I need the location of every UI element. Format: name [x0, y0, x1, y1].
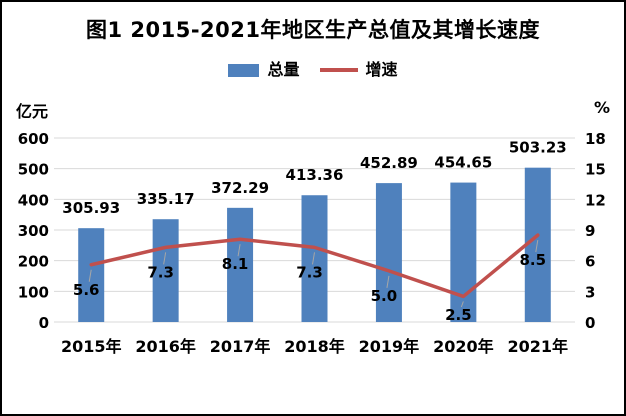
bar [450, 182, 477, 322]
x-axis-label: 2019年 [359, 337, 420, 356]
bar [227, 207, 254, 322]
bar-value-label: 305.93 [62, 199, 120, 217]
legend-line-swatch-icon [319, 68, 358, 72]
right-axis-tick: 6 [585, 253, 595, 271]
label-leader-line [163, 252, 167, 265]
x-axis-label: 2020年 [433, 337, 494, 356]
line-value-label: 5.0 [371, 287, 398, 305]
left-axis-tick: 400 [18, 191, 49, 209]
legend-bar-swatch-icon [228, 63, 260, 77]
line-value-label: 8.5 [519, 251, 546, 269]
left-axis-tick: 600 [18, 130, 49, 148]
bar [301, 195, 328, 322]
line-value-label: 8.1 [222, 255, 249, 273]
label-leader-line [237, 244, 241, 257]
line-value-label: 5.6 [73, 281, 100, 299]
left-axis-tick: 100 [18, 283, 49, 301]
right-axis-tick: 15 [585, 161, 606, 179]
bar-value-label: 413.36 [286, 166, 344, 184]
left-axis-tick: 300 [18, 222, 49, 240]
label-leader-line [312, 252, 315, 265]
label-leader-line [386, 275, 390, 288]
legend: 总量 增速 [2, 60, 624, 80]
line-value-label: 7.3 [147, 263, 174, 281]
x-axis-label: 2018年 [284, 337, 345, 356]
chart-title: 图1 2015-2021年地区生产总值及其增长速度 [85, 18, 541, 42]
growth-line [89, 233, 540, 299]
x-axis-label: 2021年 [508, 337, 569, 356]
x-axis-label: 2017年 [210, 337, 271, 356]
right-axis-tick: 12 [585, 191, 606, 209]
right-axis-tick: 9 [585, 222, 595, 240]
bar-value-label: 372.29 [211, 179, 269, 197]
bar-value-label: 452.89 [360, 154, 418, 172]
left-axis-unit: 亿元 [16, 102, 49, 121]
label-leader-line [88, 269, 92, 282]
bar [78, 228, 105, 322]
left-axis-tick: 200 [18, 253, 49, 271]
right-axis-unit: % [593, 98, 610, 117]
bar [375, 183, 402, 322]
left-axis-tick: 500 [18, 161, 49, 179]
bar-value-label: 503.23 [509, 139, 567, 157]
bar [524, 167, 551, 322]
label-leader-line [460, 301, 464, 308]
line-value-label: 7.3 [296, 263, 323, 281]
label-leader-line [535, 240, 539, 253]
legend-label-growth: 增速 [365, 60, 398, 79]
right-axis-tick: 0 [585, 314, 595, 332]
x-axis-label: 2016年 [135, 337, 196, 356]
bar-value-label: 335.17 [137, 190, 195, 208]
bar [152, 219, 179, 322]
right-axis-tick: 18 [585, 130, 606, 148]
left-axis-tick: 0 [39, 314, 49, 332]
right-axis-tick: 3 [585, 283, 595, 301]
line-value-label: 2.5 [445, 306, 472, 324]
x-axis-label: 2015年 [61, 337, 122, 356]
legend-label-total: 总量 [267, 60, 300, 79]
bar-value-label: 454.65 [434, 154, 492, 172]
